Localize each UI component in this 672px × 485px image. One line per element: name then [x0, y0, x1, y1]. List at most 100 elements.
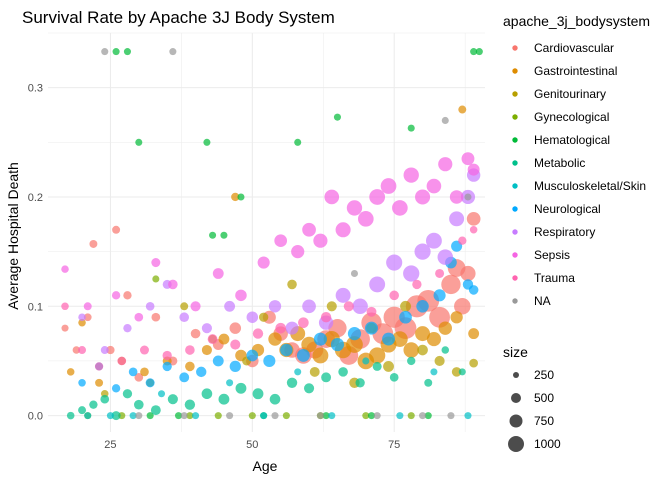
data-point [468, 285, 479, 295]
data-point [78, 406, 87, 415]
data-point [458, 368, 466, 376]
size-legend-label: 750 [534, 414, 554, 428]
size-legend-key [509, 414, 523, 428]
data-point [203, 138, 211, 146]
data-point [235, 382, 247, 394]
data-point [430, 368, 438, 376]
legend-key [512, 137, 518, 143]
data-point [434, 355, 445, 367]
data-point [309, 366, 320, 377]
data-point [350, 269, 359, 278]
data-point [358, 211, 374, 227]
data-point [101, 48, 109, 56]
data-point [168, 279, 178, 290]
data-point [321, 372, 332, 383]
data-point [449, 211, 465, 227]
data-point [231, 192, 240, 202]
data-point [252, 328, 264, 339]
data-point [414, 243, 431, 260]
legend-key [512, 114, 518, 120]
data-point [302, 299, 316, 314]
data-point [78, 379, 86, 387]
data-point [343, 301, 354, 312]
data-point [100, 394, 110, 404]
data-point [435, 268, 445, 278]
data-point [380, 178, 397, 194]
data-point [338, 367, 348, 377]
data-point [209, 231, 217, 239]
data-point [212, 355, 224, 367]
data-point [386, 254, 403, 271]
data-point [328, 412, 336, 420]
legend-entry-label: Sepsis [534, 248, 570, 262]
data-point [246, 349, 259, 362]
data-point [61, 324, 69, 332]
data-point [186, 412, 194, 420]
data-point [415, 189, 431, 205]
y-axis-label: Average Hospital Death [5, 162, 21, 310]
data-point [441, 346, 450, 354]
data-point [362, 412, 370, 420]
data-point [135, 412, 143, 420]
data-point [106, 412, 114, 420]
color-legend: apache_3j_bodysystem Cardiovascular Gastr… [503, 13, 650, 308]
data-point [207, 334, 218, 345]
series-metabolic [66, 346, 466, 421]
data-point [275, 322, 287, 334]
data-point [389, 372, 399, 382]
data-point [201, 323, 212, 334]
legend-key [512, 183, 518, 189]
data-point [252, 388, 264, 400]
data-point [396, 412, 404, 420]
data-point [437, 249, 454, 265]
data-point [367, 412, 376, 420]
y-tick-label: 0.3 [28, 83, 43, 95]
y-tick-label: 0.0 [28, 411, 43, 423]
data-point [467, 163, 480, 176]
data-point [372, 361, 382, 371]
data-point [112, 48, 120, 56]
data-point [66, 411, 75, 420]
data-point [403, 342, 419, 358]
axes: 25 50 75 0.0 0.1 0.2 0.3 [28, 83, 401, 451]
data-point [391, 331, 408, 347]
data-point [123, 323, 132, 333]
data-point [419, 412, 427, 420]
data-point [438, 321, 452, 335]
data-point [335, 222, 351, 238]
data-point [151, 258, 161, 268]
data-point [248, 412, 256, 420]
data-point [260, 412, 268, 420]
data-point [424, 378, 433, 387]
legend-entry-label: Gastrointestinal [534, 64, 617, 78]
data-point [389, 290, 399, 301]
legend-key [512, 229, 518, 235]
data-point [369, 189, 386, 205]
legend-title: apache_3j_bodysystem [503, 13, 650, 29]
data-point [303, 383, 315, 394]
data-point [235, 289, 247, 302]
data-point [257, 256, 270, 269]
data-point [355, 378, 365, 388]
data-point [280, 343, 293, 357]
legend-entry-label: Respiratory [534, 225, 595, 239]
data-point [426, 178, 442, 194]
data-point [134, 372, 144, 382]
data-point [441, 274, 461, 295]
data-point [100, 346, 109, 354]
data-point [366, 306, 377, 317]
data-point [112, 225, 121, 234]
data-point [111, 411, 121, 421]
data-point [469, 358, 478, 368]
legend-entry-label: Genitourinary [534, 87, 606, 101]
size-legend: size 250 500 750 1000 [503, 344, 561, 452]
data-point [433, 289, 446, 302]
data-point [140, 367, 149, 377]
data-point [458, 236, 467, 245]
data-point [412, 279, 422, 290]
data-point [298, 317, 309, 328]
data-point [129, 412, 137, 420]
data-point [237, 193, 245, 201]
